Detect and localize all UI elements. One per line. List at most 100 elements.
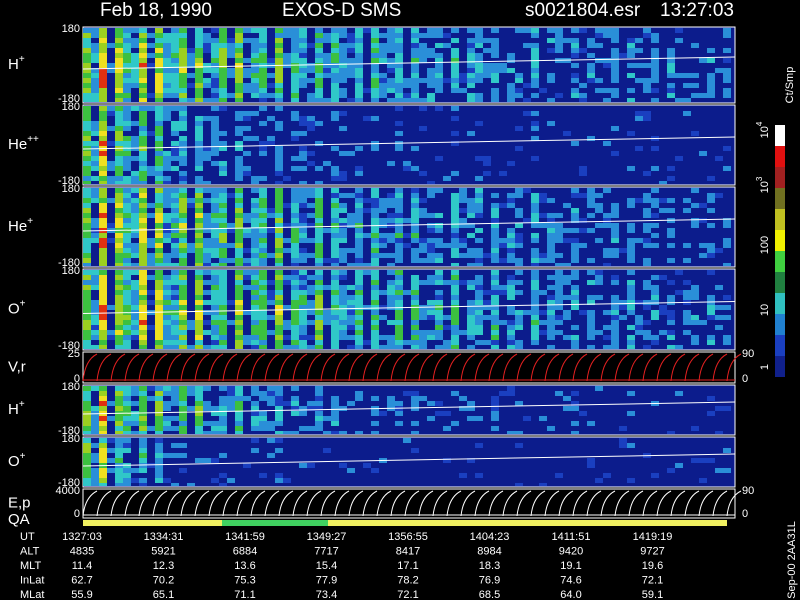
spectrogram-cell <box>411 431 419 434</box>
spectrogram-cell <box>315 141 323 146</box>
spectrogram-cell <box>643 88 651 93</box>
spectrogram-cell <box>283 325 291 330</box>
spectrogram-cell <box>275 193 283 198</box>
spectrogram-cell <box>123 161 131 166</box>
spectrogram-cell <box>131 83 139 88</box>
spectrogram-cell <box>171 223 179 228</box>
spectrogram-cell <box>411 295 419 300</box>
spectrogram-cell <box>259 213 267 218</box>
spectrogram-cell <box>563 228 571 233</box>
spectrogram-cell <box>587 295 595 300</box>
spectrogram-cell <box>443 458 451 463</box>
spectrogram-cell <box>419 340 427 345</box>
spectrogram-cell <box>147 43 155 48</box>
spectrogram-cell <box>483 340 491 345</box>
spectrogram-cell <box>171 58 179 63</box>
spectrogram-cell <box>179 243 187 248</box>
spectrogram-cell <box>243 463 251 468</box>
spectrogram-cell <box>163 305 171 310</box>
spectrogram-cell <box>291 290 299 295</box>
spectrogram-cell <box>163 111 171 116</box>
spectrogram-cell <box>371 325 379 330</box>
spectrogram-cell <box>131 38 139 43</box>
spectrogram-cell <box>83 48 91 53</box>
spectrogram-cell <box>107 181 115 184</box>
colorbar-segment <box>775 230 785 251</box>
spectrogram-cell <box>427 238 435 243</box>
spectrogram-cell <box>203 151 211 156</box>
spectrogram-cell <box>179 431 187 434</box>
spectrogram-cell <box>211 310 219 315</box>
spectrogram-cell <box>595 203 603 208</box>
spectrogram-cell <box>483 305 491 310</box>
spectrogram-cell <box>491 315 499 320</box>
spectrogram-cell <box>235 131 243 136</box>
spectrogram-cell <box>435 43 443 48</box>
spectrogram-cell <box>411 33 419 38</box>
spectrogram-cell <box>339 203 347 208</box>
spectrogram-cell <box>651 33 659 38</box>
spectrogram-cell <box>307 463 315 468</box>
spectrogram-cell <box>395 325 403 330</box>
spectrogram-cell <box>379 43 387 48</box>
spectrogram-cell <box>195 285 203 290</box>
spectrogram-cell <box>275 156 283 161</box>
spectrogram-cell <box>99 126 107 131</box>
spectrogram-cell <box>299 320 307 325</box>
spectrogram-cell <box>131 280 139 285</box>
spectrogram-cell <box>611 335 619 340</box>
spectrogram-cell <box>667 315 675 320</box>
spectrogram-cell <box>195 270 203 275</box>
spectrogram-cell <box>155 458 163 463</box>
spectrogram-cell <box>163 166 171 171</box>
spectrogram-cell <box>315 181 323 184</box>
spectrogram-cell <box>283 238 291 243</box>
spectrogram-cell <box>579 218 587 223</box>
spectrogram-cell <box>339 171 347 176</box>
spectrogram-cell <box>251 136 259 141</box>
spectrogram-cell <box>595 330 603 335</box>
spectrogram-cell <box>195 203 203 208</box>
spectrogram-cell <box>243 263 251 266</box>
spectrogram-cell <box>275 448 283 453</box>
spectrogram-cell <box>123 208 131 213</box>
spectrogram-cell <box>347 263 355 266</box>
y2-tick-label: 90 <box>742 485 754 497</box>
spectrogram-cell <box>419 58 427 63</box>
spectrogram-cell <box>419 238 427 243</box>
spectrogram-cell <box>131 468 139 473</box>
colorbar-segment <box>775 335 785 356</box>
spectrogram-cell <box>435 335 443 340</box>
spectrogram-cell <box>331 43 339 48</box>
spectrogram-cell <box>355 300 363 305</box>
spectrogram-cell <box>555 391 563 396</box>
spectrogram-cell <box>675 270 683 275</box>
spectrogram-cell <box>283 401 291 406</box>
spectrogram-cell <box>587 53 595 58</box>
panel-label-sup: + <box>19 399 25 410</box>
spectrogram-cell <box>235 426 243 431</box>
spectrogram-cell <box>371 93 379 98</box>
spectrogram-cell <box>123 478 131 483</box>
spectrogram-cell <box>451 198 459 203</box>
spectrogram-cell <box>531 63 539 68</box>
spectrogram-cell <box>115 98 123 102</box>
y-tick-label: 0 <box>74 508 80 520</box>
spectrogram-cell <box>339 228 347 233</box>
spectrogram-cell <box>171 83 179 88</box>
spectrogram-cell <box>115 386 123 391</box>
spectrogram-cell <box>491 218 499 223</box>
spectrogram-cell <box>115 416 123 421</box>
spectrogram-cell <box>299 198 307 203</box>
spectrogram-cell <box>107 223 115 228</box>
spectrogram-cell <box>259 270 267 275</box>
spectrogram-cell <box>515 78 523 83</box>
spectrogram-cell <box>587 68 595 73</box>
spectrogram-cell <box>515 340 523 345</box>
spectrogram-cell <box>163 263 171 266</box>
ephemeris-value: 59.1 <box>642 589 663 600</box>
spectrogram-cell <box>331 198 339 203</box>
spectrogram-cell <box>507 305 515 310</box>
spectrogram-cell <box>179 443 187 448</box>
spectrogram-cell <box>331 48 339 53</box>
